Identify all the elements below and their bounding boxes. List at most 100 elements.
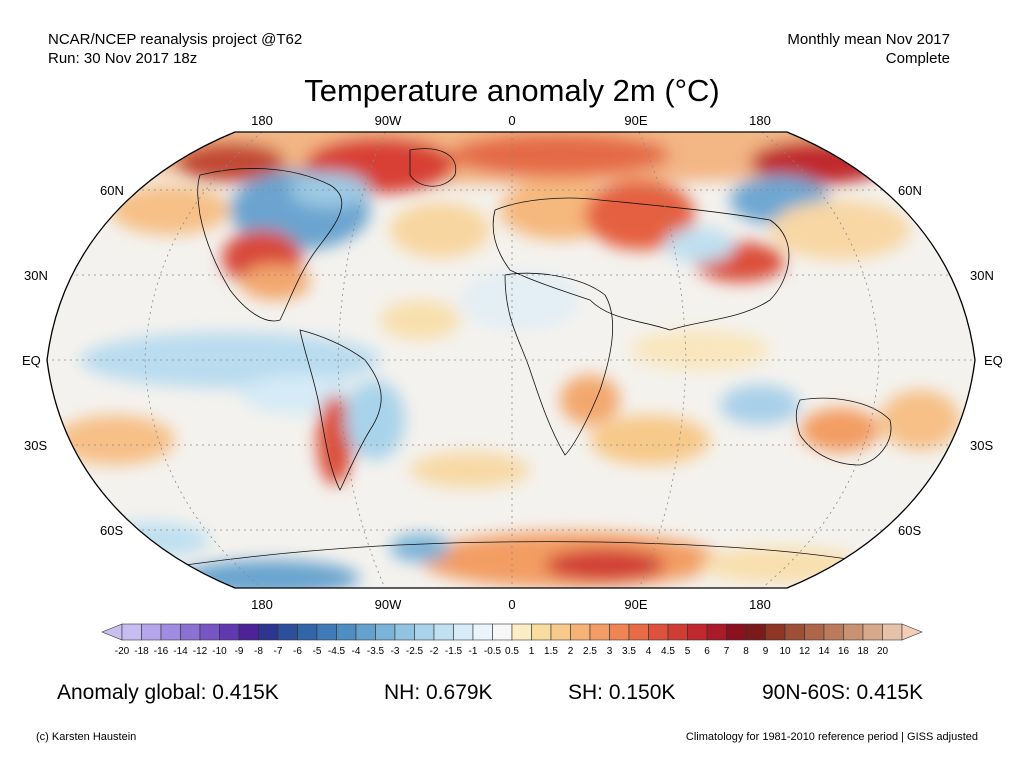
colorbar-max-arrow xyxy=(901,623,923,641)
colorbar-tick-label: -6 xyxy=(293,646,302,657)
coastlines xyxy=(119,148,931,576)
colorbar-cell xyxy=(394,623,415,641)
colorbar-tick-label: 3 xyxy=(606,646,613,657)
lat-label-right: 30N xyxy=(970,268,994,283)
lon-label-top: 90E xyxy=(624,113,648,128)
colorbar-tick-label: 6 xyxy=(704,646,710,657)
colorbar-cell xyxy=(823,623,844,641)
colorbar-tick-label: -14 xyxy=(173,646,188,657)
colorbar-tick-label: -5 xyxy=(312,646,322,657)
lat-label-right: 30S xyxy=(970,438,994,453)
colorbar-cell xyxy=(843,623,864,641)
lon-label-bottom: 180 xyxy=(251,597,273,612)
lat-label-left: 30S xyxy=(24,438,48,453)
lon-label-bottom: 0 xyxy=(508,597,516,612)
colorbar-cell xyxy=(277,623,298,641)
lat-label-right: EQ xyxy=(984,353,1003,368)
lon-label-bottom: 180 xyxy=(749,597,771,612)
colorbar-cell xyxy=(570,623,591,641)
colorbar-tick-label: 1.5 xyxy=(544,646,558,657)
lon-label-top: 180 xyxy=(251,113,273,128)
colorbar-cell xyxy=(609,623,630,641)
colorbar-cell xyxy=(589,623,610,641)
colorbar-cell xyxy=(706,623,727,641)
colorbar-min-arrow xyxy=(101,623,123,641)
colorbar xyxy=(101,623,923,641)
lat-label-left: EQ xyxy=(22,353,41,368)
colorbar-tick-label: -1.5 xyxy=(444,646,463,657)
colorbar-cell xyxy=(336,623,357,641)
colorbar-cell xyxy=(414,623,435,641)
colorbar-cell xyxy=(667,623,688,641)
colorbar-cell xyxy=(745,623,766,641)
colorbar-tick-label: 7 xyxy=(723,646,730,657)
colorbar-tick-label: -16 xyxy=(153,646,169,657)
colorbar-cell xyxy=(628,623,649,641)
colorbar-tick-label: 4 xyxy=(645,646,652,657)
lat-label-left: 30N xyxy=(24,268,48,283)
colorbar-cell xyxy=(804,623,825,641)
colorbar-tick-label: -18 xyxy=(134,646,149,657)
colorbar-cell xyxy=(687,623,708,641)
colorbar-tick-label: 14 xyxy=(818,646,830,657)
colorbar-tick-label: 2 xyxy=(567,646,574,657)
colorbar-cell xyxy=(160,623,181,641)
colorbar-tick-label: -0.5 xyxy=(483,646,502,657)
credit-label: (c) Karsten Haustein xyxy=(36,731,137,743)
colorbar-tick-label: 12 xyxy=(798,646,811,657)
colorbar-cell xyxy=(492,623,513,641)
colorbar-cell xyxy=(433,623,454,641)
map-border xyxy=(46,131,976,589)
colorbar-cell xyxy=(472,623,493,641)
colorbar-tick-label: 1 xyxy=(528,646,535,657)
colorbar-cell xyxy=(355,623,376,641)
colorbar-cell xyxy=(862,623,883,641)
colorbar-tick-label: -9 xyxy=(234,646,244,657)
colorbar-cell xyxy=(199,623,220,641)
colorbar-cell xyxy=(550,623,571,641)
colorbar-cell xyxy=(784,623,805,641)
colorbar-cell xyxy=(238,623,259,641)
colorbar-tick-label: 8 xyxy=(743,646,749,657)
run-label: Run: 30 Nov 2017 18z xyxy=(48,50,198,67)
colorbar-tick-label: -2.5 xyxy=(405,646,424,657)
colorbar-cell xyxy=(648,623,669,641)
colorbar-cell xyxy=(258,623,279,641)
colorbar-tick-label: -3.5 xyxy=(366,646,385,657)
lat-label-left: 60N xyxy=(100,183,124,198)
anomaly-field xyxy=(47,132,975,588)
colorbar-tick-label: 20 xyxy=(876,646,889,657)
lon-label-top: 90W xyxy=(374,113,402,128)
colorbar-tick-label: -20 xyxy=(114,646,130,657)
colorbar-cell xyxy=(219,623,240,641)
colorbar-cell xyxy=(453,623,474,641)
colorbar-tick-label: -10 xyxy=(212,646,227,657)
colorbar-tick-label: -8 xyxy=(254,646,263,657)
colorbar-tick-label: 18 xyxy=(857,646,869,657)
colorbar-tick-label: -3 xyxy=(390,646,400,657)
colorbar-tick-label: -1 xyxy=(468,646,478,657)
colorbar-cell xyxy=(765,623,786,641)
period-label: Monthly mean Nov 2017 xyxy=(787,31,950,48)
colorbar-tick-label: 0.5 xyxy=(505,646,519,657)
colorbar-cell xyxy=(882,623,903,641)
colorbar-tick-label: 4.5 xyxy=(661,646,675,657)
colorbar-tick-label: 9 xyxy=(762,646,769,657)
lat-label-right: 60N xyxy=(898,183,922,198)
lon-label-top: 180 xyxy=(749,113,771,128)
colorbar-cell xyxy=(531,623,552,641)
status-label: Complete xyxy=(885,50,950,67)
colorbar-tick-label: -12 xyxy=(192,646,208,657)
colorbar-cell xyxy=(121,623,142,641)
stat-nh: NH: 0.679K xyxy=(384,681,493,704)
graticule xyxy=(47,132,975,588)
colorbar-cell xyxy=(316,623,337,641)
lon-label-bottom: 90W xyxy=(374,597,402,612)
colorbar-tick-label: 2.5 xyxy=(583,646,597,657)
lat-label-right: 60S xyxy=(898,523,922,538)
colorbar-cell xyxy=(180,623,201,641)
colorbar-tick-label: 10 xyxy=(779,646,791,657)
colorbar-cell xyxy=(375,623,396,641)
colorbar-cell xyxy=(297,623,318,641)
